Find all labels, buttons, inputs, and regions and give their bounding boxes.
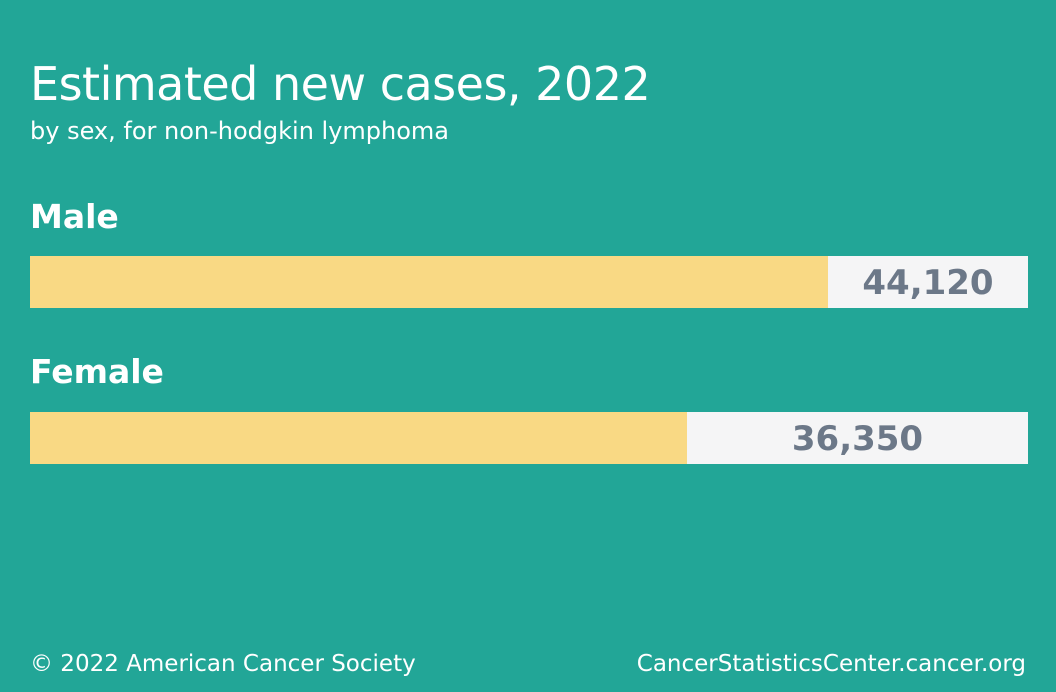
- category-label-male: Male: [30, 197, 119, 236]
- chart-title: Estimated new cases, 2022: [30, 57, 651, 111]
- bar-track-female: 36,350: [30, 412, 1028, 464]
- chart-subtitle: by sex, for non-hodgkin lymphoma: [30, 117, 450, 145]
- bar-track-male: 44,120: [30, 256, 1028, 308]
- value-label-male: 44,120: [862, 263, 994, 303]
- bar-female: [30, 412, 687, 464]
- copyright-text: © 2022 American Cancer Society: [30, 651, 416, 677]
- source-link[interactable]: CancerStatisticsCenter.cancer.org: [636, 651, 1026, 677]
- category-label-female: Female: [30, 352, 164, 391]
- bar-male: [30, 256, 828, 308]
- value-label-female: 36,350: [791, 419, 924, 459]
